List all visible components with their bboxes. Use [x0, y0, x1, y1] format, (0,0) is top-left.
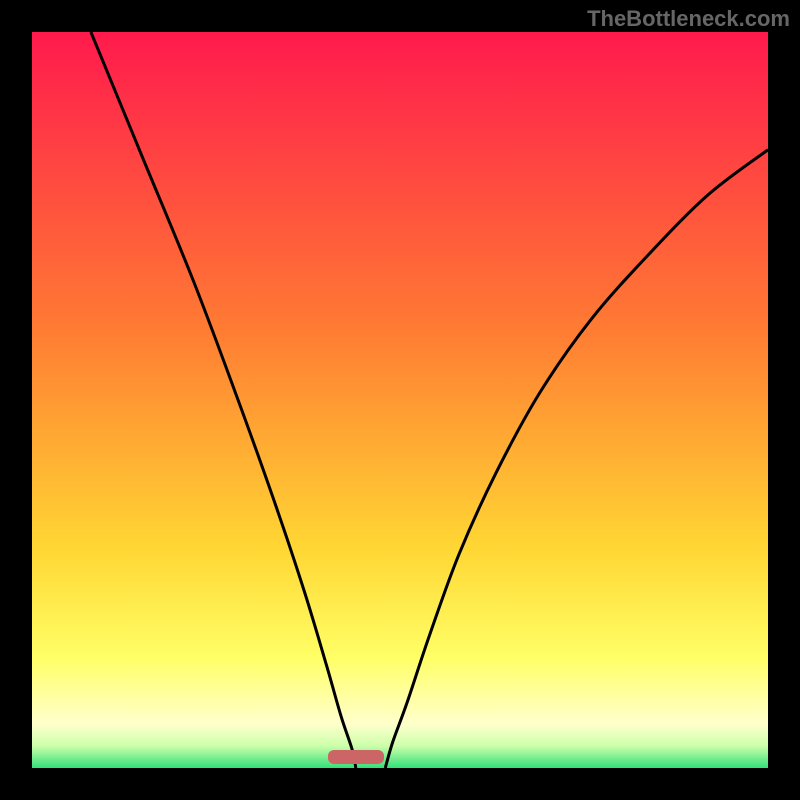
optimal-marker [328, 750, 384, 764]
curve-left-branch [91, 32, 356, 768]
watermark-text: TheBottleneck.com [587, 6, 790, 32]
curve-right-branch [385, 150, 768, 768]
bottleneck-curve [0, 0, 800, 800]
